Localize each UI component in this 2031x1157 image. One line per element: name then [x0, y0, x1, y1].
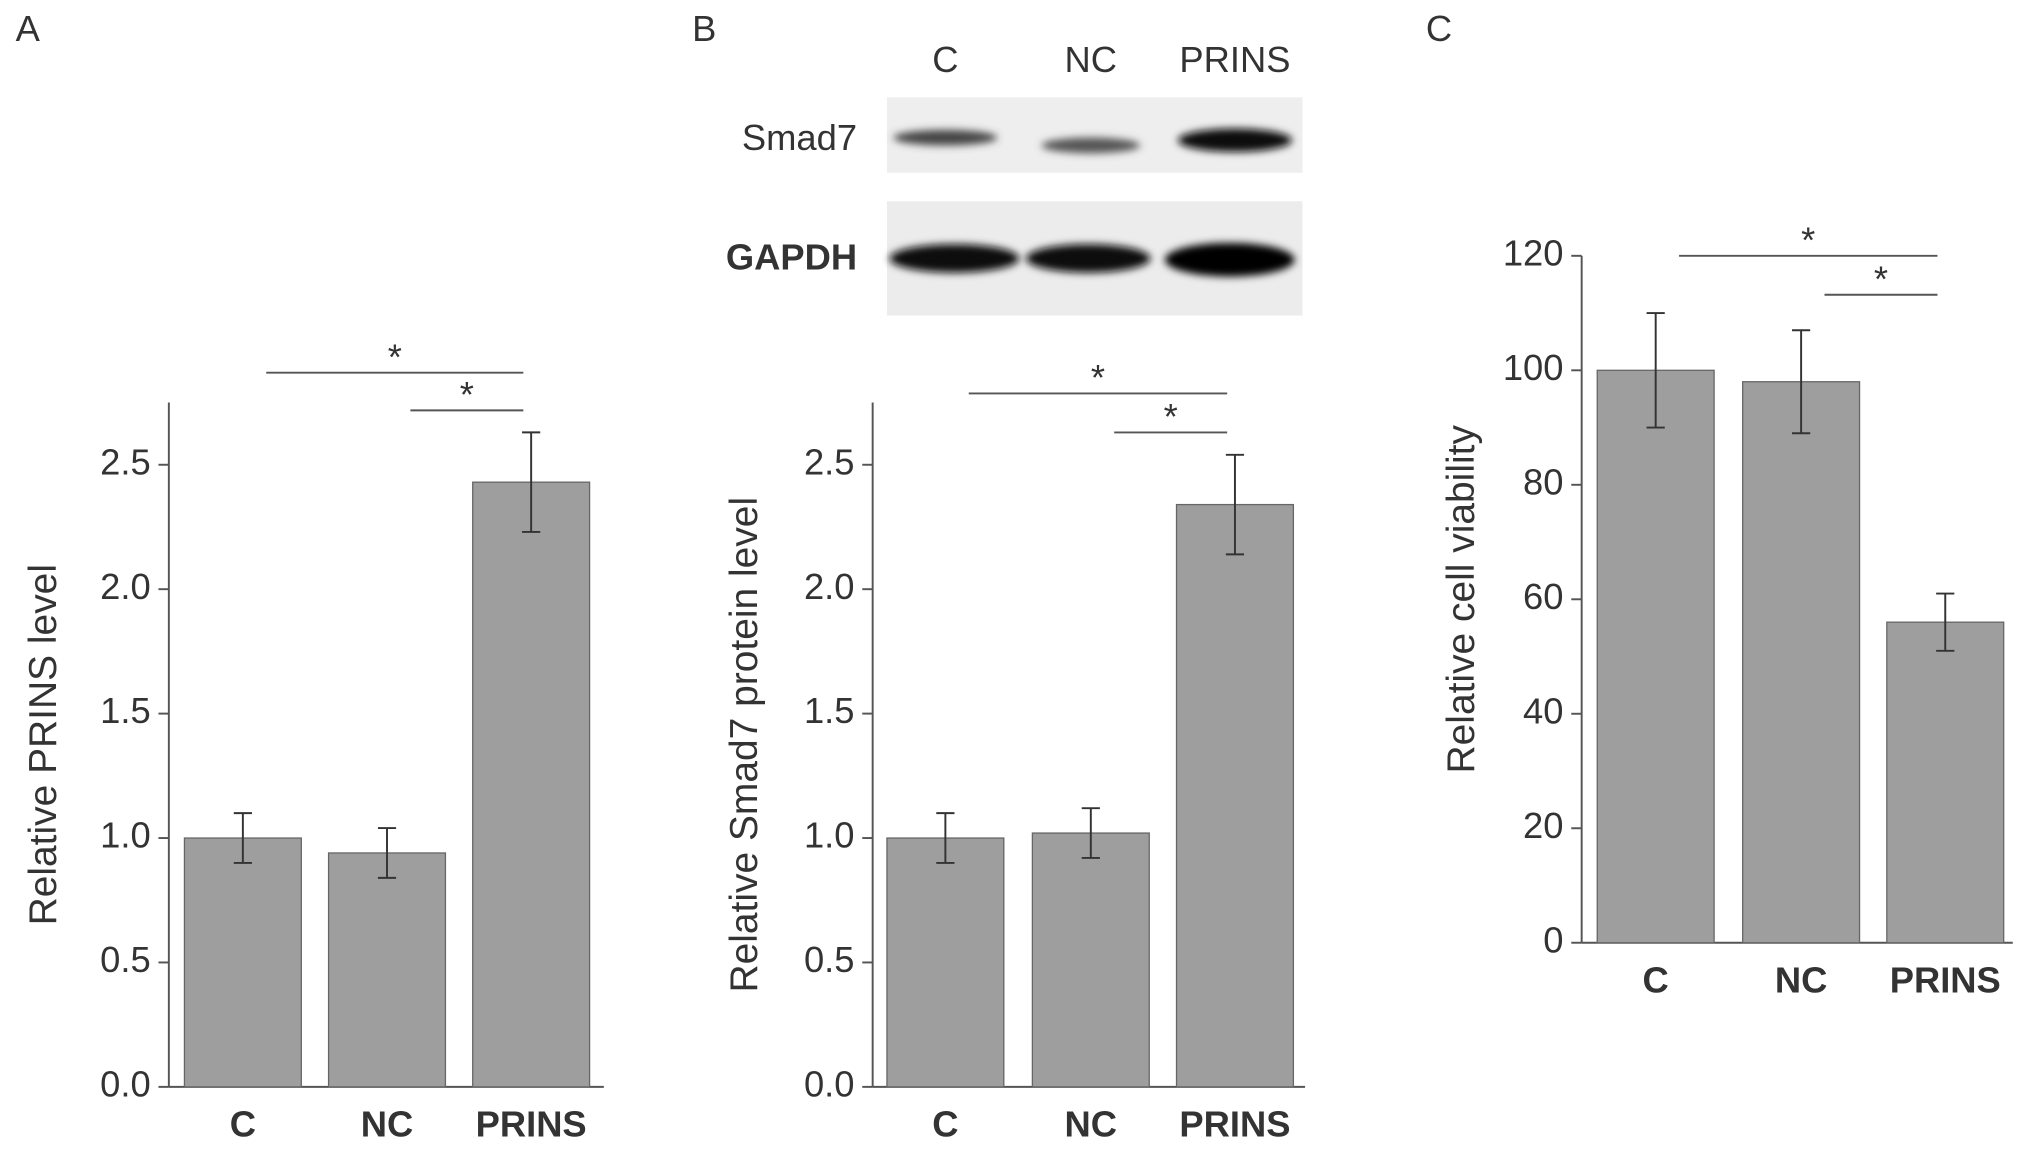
lane-label: C [932, 39, 958, 80]
y-tick-label: 60 [1523, 576, 1563, 617]
blot-row-label: GAPDH [726, 236, 857, 277]
blot-band [893, 129, 998, 146]
x-tick-label: NC [1065, 1104, 1118, 1145]
lane-label: NC [1065, 39, 1118, 80]
panel-letter: B [692, 8, 716, 49]
bar [327, 852, 447, 1088]
significance-label: * [1874, 258, 1888, 299]
y-tick-label: 0.0 [100, 1063, 151, 1104]
y-tick-label: 100 [1503, 347, 1564, 388]
bar [1596, 369, 1715, 944]
bar [1742, 381, 1861, 944]
y-tick-label: 40 [1523, 690, 1563, 731]
y-tick-label: 0 [1543, 919, 1563, 960]
y-tick-label: 2.5 [100, 441, 151, 482]
significance-label: * [460, 374, 474, 415]
y-axis-label: Relative cell viability [1440, 425, 1483, 774]
x-tick-label: C [230, 1104, 256, 1145]
bar [1175, 503, 1295, 1088]
blot-band [1025, 244, 1151, 273]
x-tick-label: PRINS [1179, 1104, 1290, 1145]
blot-row-label: Smad7 [742, 117, 857, 158]
bar [183, 837, 302, 1088]
y-tick-label: 0.5 [100, 939, 151, 980]
x-tick-label: PRINS [1890, 960, 2001, 1001]
western-blot [886, 97, 1303, 316]
y-tick-label: 2.0 [100, 566, 151, 607]
significance-label: * [1801, 219, 1815, 260]
y-tick-label: 20 [1523, 805, 1563, 846]
blot-band [1041, 137, 1141, 154]
significance-label: * [1164, 396, 1178, 437]
y-tick-label: 1.0 [100, 815, 151, 856]
panel-letter: C [1426, 8, 1452, 49]
lane-label: PRINS [1179, 39, 1290, 80]
x-tick-label: NC [361, 1104, 414, 1145]
x-tick-label: C [932, 1104, 958, 1145]
blot-band [1164, 242, 1295, 277]
bar [886, 837, 1005, 1088]
y-tick-label: 1.5 [100, 690, 151, 731]
y-axis-label: Relative Smad7 protein level [723, 497, 766, 993]
y-tick-label: 1.5 [804, 690, 855, 731]
significance-label: * [1091, 357, 1105, 398]
y-axis-label: Relative PRINS level [22, 564, 65, 925]
bar [1886, 621, 2005, 944]
y-tick-label: 80 [1523, 461, 1563, 502]
y-tick-label: 0.0 [804, 1063, 855, 1104]
x-tick-label: NC [1775, 960, 1828, 1001]
y-tick-label: 1.0 [804, 815, 855, 856]
x-tick-label: PRINS [476, 1104, 587, 1145]
panel-letter: A [16, 8, 41, 49]
y-tick-label: 120 [1503, 232, 1564, 273]
bar [472, 481, 591, 1088]
y-tick-label: 2.5 [804, 441, 855, 482]
bar [1031, 832, 1150, 1088]
y-tick-label: 2.0 [804, 566, 855, 607]
y-tick-label: 0.5 [804, 939, 855, 980]
blot-band [889, 244, 1020, 273]
significance-label: * [388, 336, 402, 377]
blot-band [1177, 128, 1293, 152]
x-tick-label: C [1643, 960, 1669, 1001]
